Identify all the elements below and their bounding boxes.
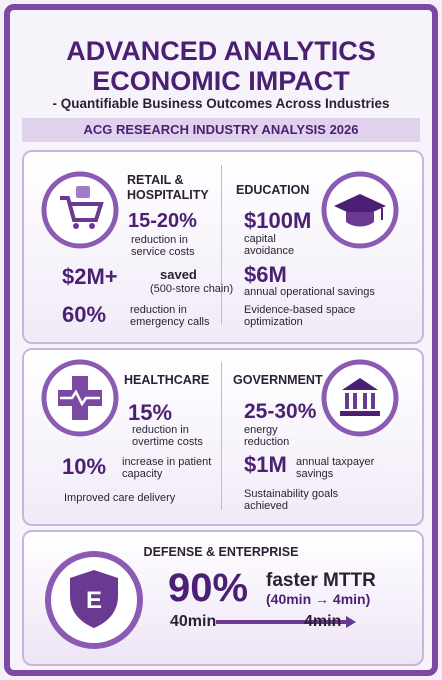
stat-text: increase in patient capacity	[122, 456, 212, 480]
stat-text: annual operational savings	[244, 286, 375, 298]
section-title: HEALTHCARE	[124, 373, 210, 387]
title-line: ECONOMIC IMPACT	[92, 66, 350, 96]
section-title: GOVERNMENT	[233, 373, 323, 387]
building-icon	[321, 359, 399, 437]
stat-text: reduction in service costs	[131, 234, 195, 258]
stat-text: reduction in overtime costs	[132, 424, 203, 448]
stat-text: faster MTTR	[266, 570, 376, 591]
stat-text: capital avoidance	[244, 233, 295, 257]
section-title: HOSPITALITY	[127, 188, 209, 202]
banner: ACG RESEARCH INDUSTRY ANALYSIS 2026	[22, 118, 420, 142]
stat-value: $1M	[244, 452, 287, 477]
stat-note: (40min → 4min)	[266, 591, 371, 607]
divider	[221, 165, 222, 325]
cart-icon	[41, 171, 119, 249]
stat-note: (500-store chain)	[150, 283, 234, 295]
subtitle: - Quantifiable Business Outcomes Across …	[52, 96, 390, 111]
stat-value: 15%	[128, 400, 173, 425]
stat-value: 10%	[62, 454, 107, 479]
section-title: DEFENSE & ENTERPRISE	[143, 545, 299, 559]
stat-value: 60%	[62, 302, 107, 327]
stat-text: reduction in emergency calls	[130, 304, 210, 328]
stat-value: $2M+	[62, 264, 118, 289]
bullet-text: Evidence-based space optimization	[244, 304, 356, 328]
section-title: EDUCATION	[236, 183, 310, 197]
time-from: 40min	[170, 613, 217, 630]
stat-text: saved	[160, 267, 197, 282]
svg-text:E: E	[86, 587, 102, 614]
stat-value: 90%	[168, 566, 249, 610]
medical-icon	[41, 359, 119, 437]
stat-text: energy reduction	[244, 424, 290, 448]
stat-text: annual taxpayer savings	[296, 456, 375, 480]
stat-value: $6M	[244, 262, 287, 287]
stat-value: $100M	[244, 208, 312, 233]
stat-value: 15-20%	[128, 210, 197, 232]
bullet-text: Sustainability goals achieved	[244, 488, 339, 512]
time-to: 4min	[304, 613, 342, 630]
shield-icon: E	[45, 551, 143, 649]
bullet-text: Improved care delivery	[64, 492, 176, 504]
section-title: RETAIL &	[127, 173, 184, 187]
title-line: ADVANCED ANALYTICS	[66, 36, 376, 66]
stat-value: 25-30%	[244, 400, 317, 423]
cap-icon	[321, 171, 399, 249]
arrow	[216, 616, 356, 628]
divider	[221, 362, 222, 510]
